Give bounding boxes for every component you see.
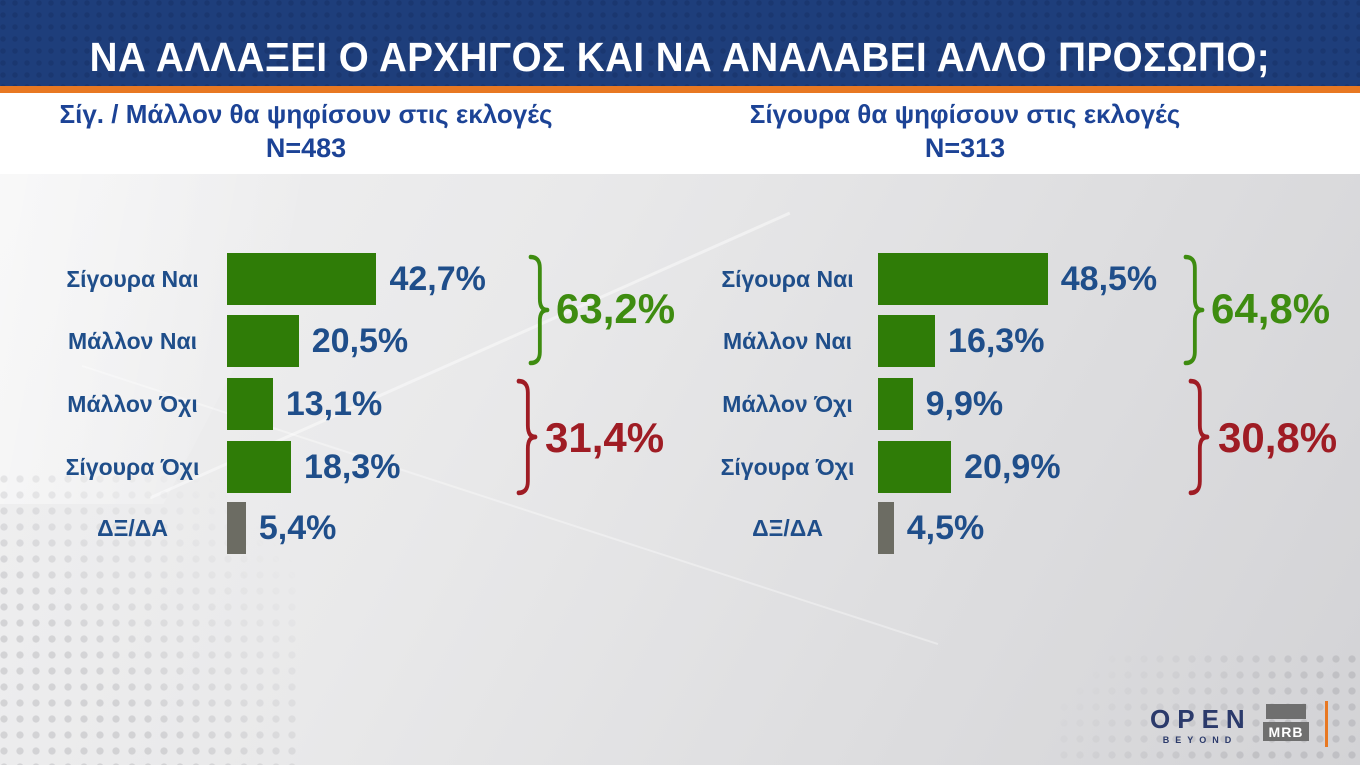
bar-row: Μάλλον Ναι 20,5% (0, 315, 1360, 367)
bar-row: Μάλλον Όχι 13,1% (0, 378, 1360, 430)
value-bar (227, 253, 377, 305)
category-label: ΔΞ/ΔΑ (97, 514, 168, 541)
left-chart-sample-size: N=483 (265, 133, 347, 163)
right-chart-header: Σίγουρα θα ψηφίσουν στις εκλογές N=313 (650, 97, 1280, 173)
no-group-total: 31,4% (545, 414, 665, 461)
value-bar (878, 378, 913, 430)
value-label: 20,9% (964, 447, 1061, 486)
category-label: Σίγουρα Ναι (721, 265, 854, 292)
no-group-total: 30,8% (1218, 414, 1338, 461)
category-label: Σίγουρα Όχι (720, 453, 855, 480)
yes-group-total: 64,8% (1211, 285, 1331, 332)
page-title: ΝΑ ΑΛΛΑΞΕΙ Ο ΑΡΧΗΓΟΣ ΚΑΙ ΝΑ ΑΝΑΛΑΒΕΙ ΑΛΛ… (89, 34, 1271, 80)
orange-divider-line (1325, 701, 1328, 747)
value-bar (878, 441, 952, 493)
value-label: 48,5% (1060, 259, 1158, 298)
mrb-logo: MRB (1263, 704, 1309, 741)
bar-row: ΔΞ/ΔΑ 4,5% (0, 502, 1360, 554)
open-logo-text: OPEN (1150, 704, 1252, 734)
bar-row: Σίγουρα Ναι 48,5% (0, 253, 1360, 305)
category-label: ΔΞ/ΔΑ (752, 514, 823, 541)
value-bar (878, 253, 1048, 305)
value-label: 4,5% (906, 508, 985, 547)
category-label: Μάλλον Ναι (68, 327, 197, 354)
value-bar (878, 502, 894, 554)
left-chart-title: Σίγ. / Μάλλον θα ψηφίσουν στις εκλογές (59, 99, 553, 129)
category-label: Μάλλον Ναι (723, 327, 852, 354)
bar-row: Σίγουρα Ναι 42,7% (0, 253, 1360, 305)
accent-divider (0, 86, 1360, 93)
bar-row: Μάλλον Όχι 9,9% (0, 378, 1360, 430)
value-label: 16,3% (948, 321, 1045, 360)
category-label: Σίγουρα Ναι (66, 265, 199, 292)
open-logo-subtext: BEYOND (1162, 735, 1238, 745)
value-bar (227, 378, 273, 430)
no-group-brace (1188, 378, 1210, 496)
yes-group-total: 63,2% (556, 285, 676, 332)
mrb-logo-text: MRB (1263, 722, 1309, 741)
title-banner: ΝΑ ΑΛΛΑΞΕΙ Ο ΑΡΧΗΓΟΣ ΚΑΙ ΝΑ ΑΝΑΛΑΒΕΙ ΑΛΛ… (0, 0, 1360, 86)
right-chart-title: Σίγουρα θα ψηφίσουν στις εκλογές (749, 99, 1181, 129)
value-label: 9,9% (925, 384, 1004, 423)
value-label: 13,1% (285, 384, 383, 423)
category-label: Σίγουρα Όχι (65, 453, 200, 480)
value-bar (227, 315, 299, 367)
value-bar (878, 315, 936, 367)
yes-group-brace (1183, 254, 1205, 366)
value-label: 18,3% (304, 447, 401, 486)
category-label: Μάλλον Όχι (67, 390, 198, 417)
value-label: 5,4% (258, 508, 337, 547)
mrb-logo-bar (1266, 704, 1306, 719)
value-bar (227, 441, 292, 493)
left-chart-header: Σίγ. / Μάλλον θα ψηφίσουν στις εκλογές N… (0, 97, 612, 173)
value-label: 20,5% (311, 321, 409, 360)
yes-group-brace (528, 254, 550, 366)
right-chart-sample-size: N=313 (924, 133, 1006, 163)
bar-row: ΔΞ/ΔΑ 5,4% (0, 502, 1360, 554)
value-label: 42,7% (389, 259, 486, 298)
bar-row: Μάλλον Ναι 16,3% (0, 315, 1360, 367)
no-group-brace (516, 378, 538, 496)
value-bar (227, 502, 246, 554)
bar-row: Σίγουρα Όχι 18,3% (0, 441, 1360, 493)
bar-row: Σίγουρα Όχι 20,9% (0, 441, 1360, 493)
open-logo: OPEN BEYOND (1150, 706, 1250, 745)
category-label: Μάλλον Όχι (722, 390, 853, 417)
